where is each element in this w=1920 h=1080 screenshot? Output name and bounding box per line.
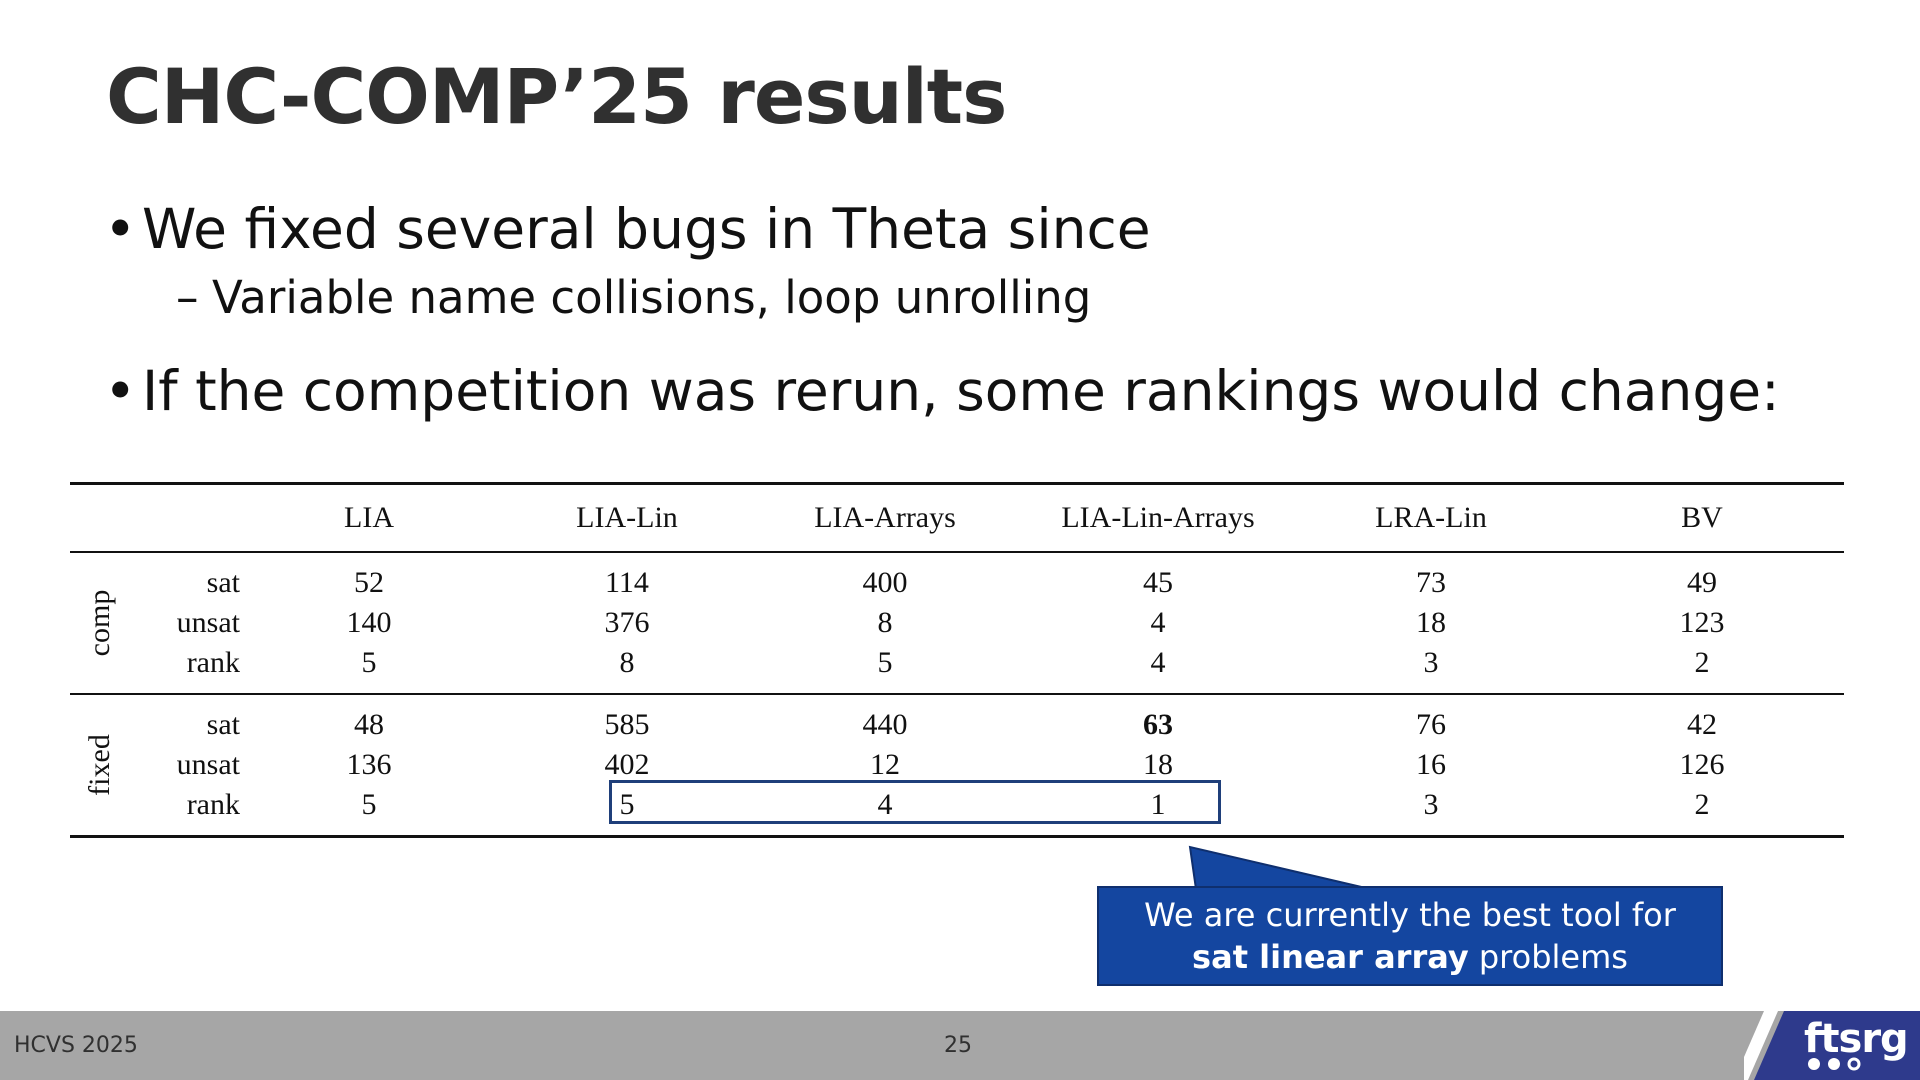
group-comp: comp sat 52 114 400 45 73 49 unsat 140 3… [70, 552, 1844, 694]
table-cell: 5 [619, 788, 635, 821]
group-label: fixed [83, 734, 116, 796]
group-fixed: fixed sat 48 585 440 63 76 42 unsat 136 … [70, 694, 1844, 837]
bullet-marker: • [104, 359, 137, 423]
callout-bold-text: sat linear array [1192, 938, 1469, 976]
sub-bullet-marker: – [176, 271, 199, 324]
table-cell: 5 [361, 788, 377, 821]
table-cell: 73 [1416, 566, 1446, 599]
row-label: sat [206, 566, 240, 599]
footer-event-label: HCVS 2025 [14, 1033, 138, 1058]
table-cell: 8 [619, 646, 635, 679]
table-row: fixed sat 48 585 440 63 76 42 [70, 694, 1844, 796]
column-header: BV [1681, 501, 1723, 534]
table-cell: 1 [1150, 788, 1166, 821]
ftsrg-logo: ftsrg [1804, 1016, 1909, 1062]
table-cell: 49 [1687, 566, 1717, 599]
table-cell: 18 [1416, 606, 1446, 639]
table-cell: 3 [1423, 646, 1439, 679]
table-row: unsat 140 376 8 4 18 123 [70, 603, 1844, 643]
group-label: comp [83, 589, 116, 657]
table-cell: 5 [361, 646, 377, 679]
table-cell: 402 [604, 748, 650, 781]
callout-rest-text: problems [1468, 938, 1628, 976]
slide-footer: HCVS 2025 25 [0, 1011, 1920, 1080]
table-cell: 4 [1150, 606, 1166, 639]
table-cell: 4 [877, 788, 893, 821]
page-number: 25 [944, 1033, 972, 1058]
results-table: LIA LIA-Lin LIA-Arrays LIA-Lin-Arrays LR… [70, 482, 1844, 838]
table-cell: 76 [1416, 708, 1446, 741]
callout-line-1: We are currently the best tool for [1144, 896, 1676, 934]
results-table-container: LIA LIA-Lin LIA-Arrays LIA-Lin-Arrays LR… [70, 482, 1844, 837]
table-row: rank 5 8 5 4 3 2 [70, 643, 1844, 694]
bullet-marker: • [104, 197, 137, 261]
logo-dots-icon [1808, 1057, 1861, 1071]
column-header: LRA-Lin [1375, 501, 1487, 534]
sub-bullet-text: Variable name collisions, loop unrolling [212, 271, 1092, 324]
table-cell: 400 [862, 566, 908, 599]
table-cell: 18 [1143, 748, 1173, 781]
table-cell: 5 [877, 646, 893, 679]
table-cell: 2 [1694, 788, 1710, 821]
row-label: rank [186, 788, 240, 821]
row-label: rank [186, 646, 240, 679]
bullet-text: We fixed several bugs in Theta since [142, 197, 1151, 261]
table-cell: 48 [354, 708, 384, 741]
table-cell: 52 [354, 566, 384, 599]
table-row: comp sat 52 114 400 45 73 49 [70, 552, 1844, 656]
table-cell-highlight: 63 [1143, 708, 1173, 741]
bullet-item: • If the competition was rerun, some rank… [104, 354, 1880, 428]
column-header: LIA-Arrays [814, 501, 956, 534]
table-cell: 2 [1694, 646, 1710, 679]
table-cell: 114 [605, 566, 649, 599]
row-label: unsat [176, 748, 240, 781]
callout-box: We are currently the best tool for sat l… [1097, 886, 1723, 986]
table-cell: 136 [346, 748, 392, 781]
table-header-row: LIA LIA-Lin LIA-Arrays LIA-Lin-Arrays LR… [70, 483, 1844, 552]
slide-title: CHC-COMP’25 results [106, 52, 1007, 141]
bullet-item: • We fixed several bugs in Theta since [104, 192, 1880, 266]
table-cell: 140 [346, 606, 392, 639]
table-cell: 585 [604, 708, 650, 741]
logo-background [1744, 1011, 1920, 1080]
table-cell: 16 [1416, 748, 1446, 781]
table-row: unsat 136 402 12 18 16 126 [70, 745, 1844, 785]
table-cell: 45 [1143, 566, 1173, 599]
table-cell: 3 [1423, 788, 1439, 821]
row-label: sat [206, 708, 240, 741]
bullet-list: • We fixed several bugs in Theta since – V… [104, 192, 1880, 428]
group-label-cell: fixed [70, 694, 130, 837]
table-cell: 4 [1150, 646, 1166, 679]
column-header: LIA-Lin-Arrays [1061, 501, 1255, 534]
table-cell: 376 [604, 606, 650, 639]
table-cell: 8 [877, 606, 893, 639]
row-label: unsat [176, 606, 240, 639]
table-cell: 42 [1687, 708, 1717, 741]
table-cell: 12 [870, 748, 900, 781]
column-header: LIA-Lin [576, 501, 678, 534]
callout-line-2: sat linear array problems [1099, 936, 1721, 978]
group-label-cell: comp [70, 552, 130, 694]
rank-highlight-box [609, 780, 1221, 824]
table-row: rank 5 5 4 1 3 2 [70, 785, 1844, 837]
column-header: LIA [344, 501, 394, 534]
bullet-text: If the competition was rerun, some ranki… [142, 359, 1780, 423]
table-cell: 440 [862, 708, 908, 741]
table-cell: 123 [1679, 606, 1725, 639]
table-cell: 126 [1679, 748, 1725, 781]
sub-bullet-item: – Variable name collisions, loop unrollin… [176, 266, 1880, 330]
